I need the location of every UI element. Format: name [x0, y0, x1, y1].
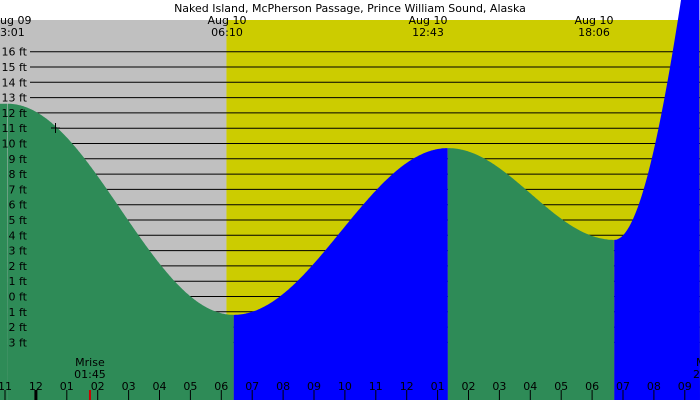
header-date-label: Aug 10 [208, 14, 247, 27]
y-tick-label: 13 ft [2, 92, 28, 105]
x-tick-label: 05 [554, 380, 568, 393]
y-tick-label: 10 ft [2, 138, 28, 151]
y-tick-label: 16 ft [2, 46, 28, 59]
x-tick-label: 09 [307, 380, 321, 393]
y-tick-label: 3 ft [9, 336, 28, 349]
y-tick-label: 15 ft [2, 61, 28, 74]
chart-title: Naked Island, McPherson Passage, Prince … [174, 2, 526, 15]
x-tick-label: 12 [29, 380, 43, 393]
header-time-label: 18:06 [578, 26, 610, 39]
y-tick-label: 6 ft [9, 199, 28, 212]
y-tick-label: 3 ft [9, 245, 28, 258]
x-tick-label: 09 [678, 380, 692, 393]
y-tick-label: 9 ft [9, 153, 28, 166]
x-tick-label: 07 [616, 380, 630, 393]
x-tick-label: 12 [400, 380, 414, 393]
x-tick-label: 01 [431, 380, 445, 393]
x-tick-label: 08 [276, 380, 290, 393]
x-tick-label: 07 [245, 380, 259, 393]
moonset-time-label: 2 [693, 368, 700, 381]
x-tick-label: 02 [91, 380, 105, 393]
y-tick-label: 8 ft [9, 168, 28, 181]
rising-tide-area [233, 148, 448, 400]
header-time-label: 06:10 [211, 26, 243, 39]
y-tick-label: 11 ft [2, 122, 28, 135]
y-tick-label: 4 ft [9, 229, 28, 242]
x-tick-label: 03 [492, 380, 506, 393]
header-date-label: Aug 10 [409, 14, 448, 27]
falling-tide-area [447, 148, 615, 400]
moonrise-time-label: 01:45 [74, 368, 106, 381]
crosshair-icon [51, 123, 60, 133]
header-time-label: 12:43 [412, 26, 444, 39]
y-tick-label: 14 ft [2, 76, 28, 89]
moonrise-label: Mrise [75, 356, 105, 369]
x-tick-label: 06 [585, 380, 599, 393]
y-tick-label: 12 ft [2, 107, 28, 120]
x-tick-label: 05 [183, 380, 197, 393]
x-tick-label: 08 [647, 380, 661, 393]
y-tick-label: 0 ft [9, 291, 28, 304]
x-tick-label: 04 [523, 380, 537, 393]
header-time-label: 3:01 [0, 26, 25, 39]
x-tick-label: 03 [122, 380, 136, 393]
rising-tide-area [614, 0, 700, 400]
y-axis: 16 ft 15 ft 14 ft 13 ft 12 ft 11 ft 10 ft 9 ft 8… [2, 46, 28, 350]
y-tick-label: 7 ft [9, 183, 28, 196]
x-tick-label: 11 [369, 380, 383, 393]
x-axis: 11 12 01 02 03 04 05 06 07 08 09 10 11 12 01 02 03 04 05 06… [0, 380, 692, 400]
y-tick-label: 1 ft [9, 306, 28, 319]
x-tick-label: 01 [60, 380, 74, 393]
moonset-label: M [696, 356, 700, 369]
x-tick-label: 04 [153, 380, 167, 393]
falling-tide-area [0, 103, 8, 400]
falling-tide-area [7, 103, 234, 400]
x-tick-label: 02 [462, 380, 476, 393]
header-date-label: Aug 10 [575, 14, 614, 27]
x-tick-label: 10 [338, 380, 352, 393]
x-tick-label: 06 [214, 380, 228, 393]
y-tick-label: 2 ft [9, 260, 28, 273]
y-tick-label: 5 ft [9, 214, 28, 227]
y-tick-label: 1 ft [9, 275, 28, 288]
x-tick-label: 11 [0, 380, 12, 393]
y-tick-label: 2 ft [9, 321, 28, 334]
header-date-label: ug 09 [0, 14, 31, 27]
